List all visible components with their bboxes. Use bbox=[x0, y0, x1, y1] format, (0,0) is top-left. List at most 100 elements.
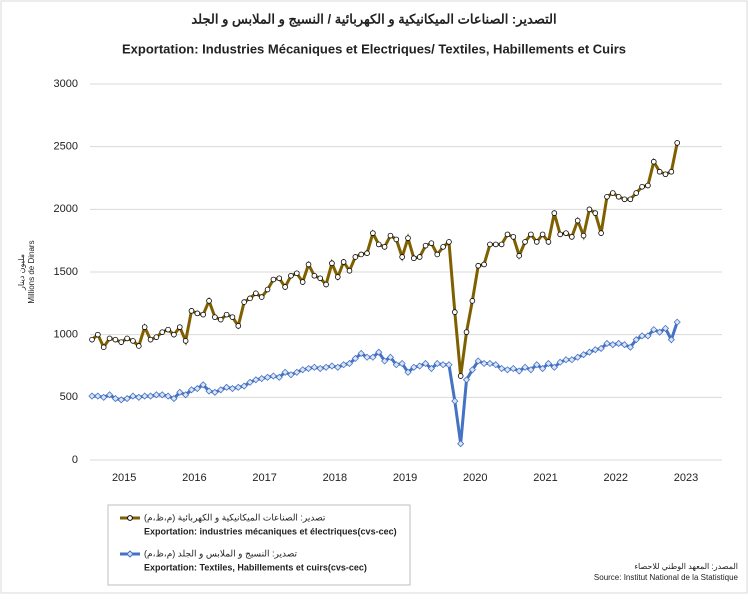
marker bbox=[288, 272, 294, 279]
marker bbox=[223, 383, 231, 391]
marker bbox=[509, 364, 517, 373]
marker bbox=[129, 392, 137, 400]
marker bbox=[340, 361, 348, 369]
marker bbox=[498, 364, 506, 373]
marker bbox=[375, 348, 383, 356]
marker bbox=[299, 279, 306, 285]
legend-box bbox=[107, 504, 411, 586]
y-axis-label: مليون دينار bbox=[17, 254, 26, 291]
marker bbox=[217, 316, 224, 323]
marker bbox=[247, 295, 253, 302]
marker bbox=[165, 326, 171, 333]
marker bbox=[293, 368, 301, 376]
marker bbox=[241, 299, 247, 305]
marker bbox=[375, 241, 382, 248]
y-tick-label: 1500 bbox=[54, 266, 78, 278]
marker bbox=[516, 252, 522, 259]
y-tick-label: 1000 bbox=[54, 329, 78, 341]
marker bbox=[182, 391, 190, 399]
y-tick-label: 2500 bbox=[54, 141, 78, 153]
marker bbox=[329, 260, 335, 267]
marker bbox=[503, 366, 512, 374]
marker bbox=[626, 343, 634, 351]
marker bbox=[585, 348, 593, 356]
marker bbox=[105, 391, 114, 399]
marker bbox=[130, 338, 136, 344]
marker bbox=[176, 388, 184, 396]
marker bbox=[620, 341, 629, 349]
marker bbox=[452, 309, 458, 315]
marker bbox=[421, 359, 430, 368]
marker bbox=[591, 346, 599, 354]
marker bbox=[481, 261, 487, 268]
marker bbox=[141, 392, 149, 400]
marker bbox=[662, 171, 669, 178]
y-tick-label: 500 bbox=[60, 391, 78, 403]
legend-label-fr: Exportation: industries mécaniques et él… bbox=[144, 526, 397, 536]
marker bbox=[381, 244, 388, 250]
marker bbox=[574, 217, 581, 224]
chart-title: التصدير: الصناعات الميكانيكية و الكهربائ… bbox=[191, 11, 556, 27]
marker bbox=[533, 239, 540, 245]
marker bbox=[89, 336, 95, 343]
marker bbox=[563, 230, 569, 236]
x-tick-label: 2022 bbox=[603, 472, 627, 484]
legend-marker bbox=[126, 550, 134, 558]
marker bbox=[598, 230, 604, 236]
marker bbox=[264, 286, 271, 293]
marker bbox=[275, 373, 283, 381]
marker bbox=[446, 239, 452, 245]
marker bbox=[234, 383, 242, 391]
marker bbox=[147, 336, 154, 343]
marker bbox=[480, 359, 488, 368]
marker bbox=[328, 362, 336, 370]
marker bbox=[510, 234, 517, 240]
marker bbox=[159, 329, 166, 335]
marker bbox=[650, 158, 657, 165]
marker bbox=[158, 391, 166, 399]
marker bbox=[515, 367, 523, 375]
y-tick-label: 3000 bbox=[54, 78, 78, 90]
marker bbox=[468, 366, 476, 374]
chart-subtitle: Exportation: Industries Mécaniques et El… bbox=[122, 41, 626, 56]
marker bbox=[551, 210, 558, 216]
marker bbox=[217, 386, 225, 394]
marker bbox=[410, 363, 418, 371]
legend-label: تصدير: النسيج و الملابس و الجلد (م،ظ،م) bbox=[144, 548, 298, 559]
marker bbox=[650, 326, 658, 334]
marker bbox=[194, 310, 201, 317]
marker bbox=[539, 364, 547, 373]
marker bbox=[345, 359, 354, 368]
marker bbox=[311, 272, 318, 279]
marker bbox=[392, 361, 400, 369]
x-tick-label: 2020 bbox=[463, 472, 487, 484]
marker bbox=[228, 384, 237, 393]
marker bbox=[661, 324, 670, 332]
x-tick-label: 2018 bbox=[323, 472, 347, 484]
marker bbox=[579, 351, 588, 359]
marker bbox=[457, 440, 465, 448]
marker bbox=[88, 392, 96, 400]
marker bbox=[428, 240, 435, 246]
marker bbox=[586, 206, 593, 213]
marker bbox=[557, 231, 563, 238]
x-tick-label: 2023 bbox=[674, 472, 698, 484]
marker bbox=[416, 254, 423, 260]
marker bbox=[363, 353, 371, 361]
marker bbox=[136, 343, 142, 349]
marker bbox=[287, 371, 295, 379]
marker bbox=[527, 366, 535, 374]
marker bbox=[440, 244, 446, 250]
marker bbox=[334, 274, 341, 280]
marker bbox=[580, 232, 587, 239]
marker bbox=[270, 276, 277, 283]
marker bbox=[398, 359, 406, 368]
marker bbox=[603, 339, 611, 348]
marker bbox=[187, 386, 196, 394]
marker bbox=[387, 232, 394, 239]
legend-label-fr: Exportation: Textiles, Habillements et c… bbox=[144, 562, 367, 572]
marker bbox=[258, 294, 265, 300]
marker bbox=[405, 235, 411, 241]
marker bbox=[253, 290, 259, 297]
marker bbox=[427, 364, 435, 373]
